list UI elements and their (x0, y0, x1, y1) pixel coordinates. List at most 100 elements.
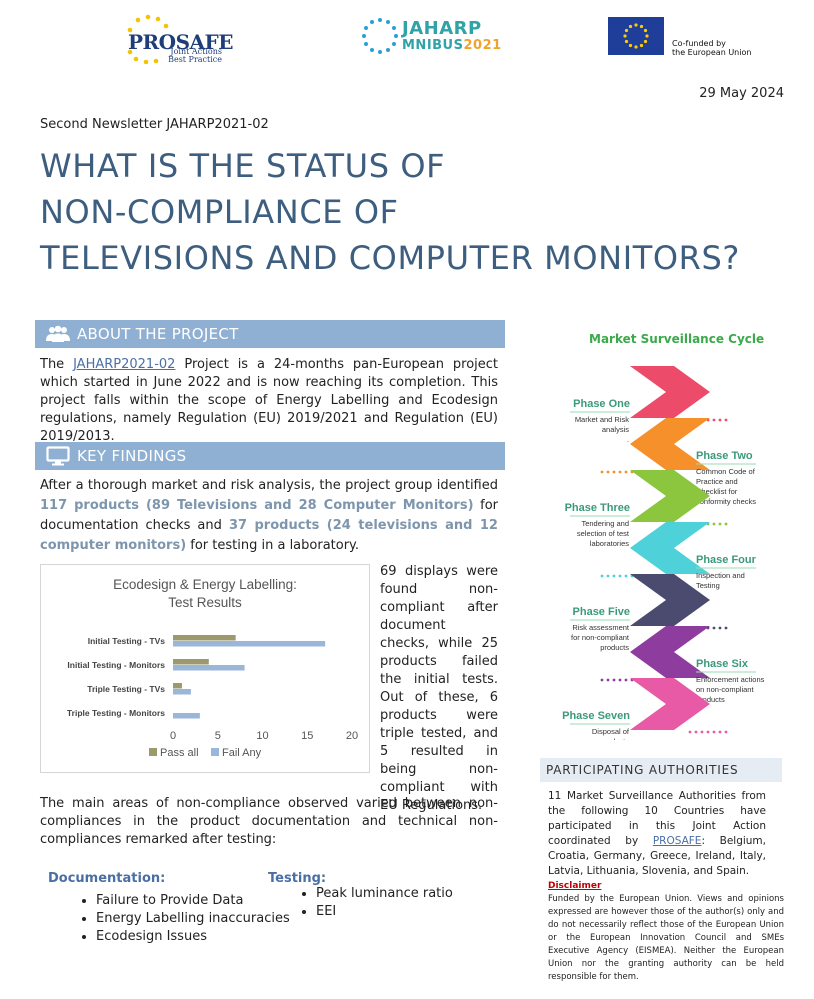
cycle-phase-desc: products (696, 695, 725, 704)
cycle-connector-dot (600, 574, 604, 578)
cycle-connector-dot (712, 730, 716, 734)
prosafe-stars-icon (127, 14, 169, 64)
cycle-connector-dot (724, 418, 728, 422)
cycle-phase-name: Phase Three (565, 502, 630, 514)
testing-heading: Testing: (268, 871, 327, 886)
eu-cofunded-line2: the European Union (672, 48, 752, 57)
page-title: WHAT IS THE STATUS OF NON-COMPLIANCE OF … (40, 143, 780, 281)
authorities-text-b: : Belgium, Croatia, Germany, Greece, Ire… (548, 835, 766, 877)
chart-category-label: Triple Testing - TVs (87, 684, 165, 694)
authorities-header: PARTICIPATING AUTHORITIES (540, 758, 782, 782)
cycle-connector-dot (618, 678, 622, 682)
cycle-connector-dot (624, 470, 628, 474)
cycle-connector-dot (606, 470, 610, 474)
cycle-phase-name: Phase One (573, 398, 630, 410)
cycle-connector-dot (600, 470, 604, 474)
cycle-phase-desc: Risk assessment (572, 623, 630, 632)
chart-legend-swatch (149, 748, 157, 756)
chart-tick-label: 5 (215, 730, 221, 742)
jaharp-sub-b: 2021 (463, 38, 502, 53)
cycle-connector-dot (724, 730, 728, 734)
cycle-phase-name: Phase Four (696, 554, 757, 566)
cycle-phase-desc: on non-compliant (696, 685, 754, 694)
cycle-connector-dot (606, 678, 610, 682)
chart-tick-label: 0 (170, 730, 176, 742)
chart-bar-fail-any (173, 641, 326, 647)
findings-section-header: KEY FINDINGS (35, 442, 505, 470)
issue-date: 29 May 2024 (699, 86, 784, 101)
chart-bar-fail-any (173, 689, 191, 695)
cycle-connector-dot (618, 574, 622, 578)
documentation-heading: Documentation: (48, 871, 166, 886)
jaharp-logo: JAHARP MNIBUS2021 (360, 16, 510, 58)
prosafe-tagline-1: Joint Actions (170, 47, 222, 56)
cycle-phase-desc: analysis (602, 425, 629, 434)
cycle-segment (630, 366, 710, 418)
title-line-2: NON-COMPLIANCE OF (40, 193, 399, 231)
documentation-list: Failure to Provide Data Energy Labelling… (56, 893, 296, 947)
cycle-connector-dot (718, 418, 722, 422)
cycle-connector-dot (700, 730, 704, 734)
cycle-connector-dot (712, 418, 716, 422)
disclaimer-heading: Disclaimer (548, 881, 602, 891)
chart-category-label: Initial Testing - TVs (88, 636, 166, 646)
cycle-connector-dot (600, 678, 604, 682)
cycle-phase-desc: Enforcement actions (696, 675, 765, 684)
cycle-connector-dot (612, 678, 616, 682)
cycle-phase-desc: products (600, 737, 629, 740)
about-section-header: ABOUT THE PROJECT (35, 320, 505, 348)
cycle-phase-desc: Market and Risk (575, 415, 629, 424)
cycle-connector-dot (712, 626, 716, 630)
cycle-segment (630, 574, 710, 626)
authorities-text: 11 Market Surveillance Authorities from … (548, 789, 766, 879)
cycle-segment (630, 418, 710, 470)
findings-p1-c: for testing in a laboratory. (186, 538, 360, 553)
list-item: Failure to Provide Data (96, 893, 296, 909)
prosafe-wordmark: PROSAFE (128, 30, 234, 54)
cycle-connector-dot (606, 574, 610, 578)
findings-p1-a: After a thorough market and risk analysi… (40, 478, 498, 493)
findings-highlight-117: 117 products (89 Televisions and 28 Comp… (40, 498, 474, 513)
cycle-phase-desc: products (600, 643, 629, 652)
about-text-prefix: The (40, 357, 74, 372)
cycle-connector-dot (712, 522, 716, 526)
cycle-phase-name: Phase Seven (562, 710, 630, 722)
eu-logo: Co-funded by the European Union (608, 17, 768, 57)
chart-bar-fail-any (173, 713, 200, 719)
title-line-1: WHAT IS THE STATUS OF (40, 147, 446, 185)
chart-svg: Ecodesign & Energy Labelling: Test Result… (67, 577, 358, 759)
cycle-connector-dot (618, 470, 622, 474)
jaharp-project-link[interactable]: JAHARP2021-02 (73, 357, 176, 372)
cycle-phase-desc: Testing (696, 581, 720, 590)
findings-side-text: 69 displays were found non-compliant aft… (380, 564, 498, 813)
testing-list: Peak luminance ratio EEI (276, 886, 516, 922)
cycle-connector-dot (724, 522, 728, 526)
list-item: Peak luminance ratio (316, 886, 516, 902)
chart-bar-pass-all (173, 635, 236, 641)
prosafe-tagline-2: Best Practice (168, 55, 222, 64)
cycle-phase-desc: conformity checks (696, 497, 756, 506)
eu-flag-icon (608, 17, 664, 55)
jaharp-wordmark: JAHARP (402, 18, 482, 39)
cycle-segment (630, 470, 710, 522)
cycle-phase-desc: for non-compliant (571, 633, 630, 642)
test-results-chart: Ecodesign & Energy Labelling: Test Result… (40, 564, 370, 773)
prosafe-link[interactable]: PROSAFE (652, 835, 702, 847)
findings-paragraph-1: After a thorough market and risk analysi… (40, 476, 498, 556)
cycle-phase-desc: Disposal of (592, 727, 630, 736)
about-text-suffix: Project is a 24-months pan-European proj… (40, 357, 499, 444)
chart-bar-fail-any (173, 665, 245, 671)
findings-paragraph-2: The main areas of non-compliance observe… (40, 796, 498, 847)
cycle-phase-desc: laboratories (590, 539, 629, 548)
cycle-title: Market Surveillance Cycle (589, 332, 765, 346)
chart-title-line-2: Test Results (168, 595, 242, 610)
disclaimer-text: Funded by the European Union. Views and … (548, 894, 784, 982)
cycle-connector-dot (718, 730, 722, 734)
chart-legend-label: Fail Any (222, 747, 262, 759)
jaharp-sub-a: MNIBUS (402, 38, 464, 53)
cycle-phase-name: Phase Six (696, 658, 749, 670)
people-icon (45, 324, 71, 344)
cycle-connector-dot (624, 678, 628, 682)
cycle-connector-dot (612, 574, 616, 578)
findings-highlight-37: 37 products (24 televisions and 12 compu… (40, 518, 498, 553)
